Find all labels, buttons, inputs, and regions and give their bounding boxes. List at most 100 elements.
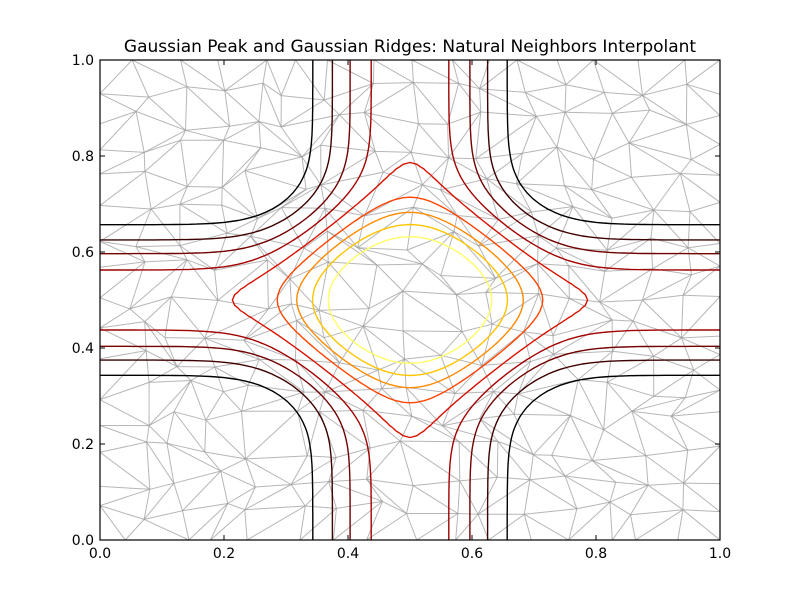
- mesh-edge: [217, 259, 268, 301]
- mesh-edge: [457, 513, 479, 515]
- mesh-edge: [362, 325, 405, 360]
- mesh-edge: [569, 298, 613, 321]
- mesh-edge: [364, 112, 412, 153]
- mesh-edge: [179, 186, 188, 205]
- mesh-edge: [250, 235, 291, 280]
- mesh-edge: [683, 482, 720, 512]
- mesh-edge: [440, 331, 463, 356]
- mesh-edge: [689, 211, 720, 244]
- mesh-edge: [529, 479, 578, 510]
- mesh-edge: [564, 112, 595, 160]
- mesh-edge: [680, 173, 720, 176]
- mesh-edge: [611, 209, 654, 219]
- mesh-edge: [421, 231, 455, 265]
- mesh-edge: [129, 308, 146, 322]
- mesh-edge: [100, 111, 137, 151]
- mesh-edge: [603, 410, 633, 431]
- mesh-edge: [250, 235, 305, 249]
- mesh-edge: [591, 429, 605, 461]
- mesh-edge: [630, 514, 636, 540]
- mesh-edge: [591, 460, 617, 483]
- y-tick-label: 1.0: [72, 53, 94, 69]
- mesh-edge: [364, 172, 384, 216]
- mesh-edge: [479, 88, 482, 113]
- mesh-edge: [376, 264, 404, 292]
- mesh-edge: [631, 397, 686, 412]
- mesh-edge: [327, 230, 378, 266]
- mesh-edge: [683, 450, 689, 484]
- mesh-edge: [223, 139, 261, 149]
- mesh-edge: [291, 481, 329, 485]
- mesh-edge: [151, 203, 180, 210]
- mesh-edge: [324, 207, 359, 249]
- mesh-edge: [381, 388, 413, 417]
- mesh-edge: [568, 501, 611, 540]
- mesh-edge: [691, 159, 720, 176]
- mesh-edge: [402, 290, 463, 333]
- mesh-edge: [223, 391, 242, 412]
- mesh-edge: [258, 121, 262, 148]
- mesh-edge: [687, 247, 720, 267]
- mesh-edge: [299, 505, 306, 540]
- mesh-edge: [144, 296, 172, 322]
- mesh-edge: [523, 331, 554, 355]
- mesh-edge: [214, 259, 268, 271]
- mesh-edge: [410, 152, 423, 185]
- mesh-edge: [517, 379, 579, 395]
- mesh-edge: [214, 366, 249, 386]
- mesh-edge: [609, 501, 631, 516]
- mesh-edge: [148, 425, 168, 444]
- mesh-edge: [609, 502, 613, 540]
- mesh-edge: [516, 183, 532, 213]
- mesh-edge: [485, 263, 538, 293]
- mesh-edge: [606, 381, 633, 412]
- mesh-edge: [243, 308, 269, 341]
- mesh-edge: [440, 354, 482, 366]
- mesh-edge: [599, 271, 606, 303]
- mesh-edge: [533, 454, 552, 456]
- mesh-edge: [205, 419, 246, 460]
- mesh-edge: [223, 384, 249, 393]
- mesh-edge: [628, 109, 651, 144]
- mesh-edge: [599, 301, 634, 322]
- mesh-edge: [523, 514, 532, 540]
- mesh-edge: [131, 60, 150, 98]
- mesh-edge: [632, 299, 643, 322]
- mesh-edge: [241, 411, 247, 459]
- mesh-edge: [645, 449, 688, 457]
- mesh-edge: [683, 482, 720, 485]
- mesh-edge: [268, 303, 292, 310]
- mesh-edge: [516, 146, 558, 185]
- mesh-edge: [328, 478, 367, 483]
- mesh-edge: [555, 206, 574, 249]
- mesh-edge: [537, 247, 557, 265]
- mesh-edge: [289, 278, 292, 304]
- mesh-edge: [479, 60, 518, 90]
- mesh-edge: [565, 84, 605, 93]
- mesh-edge: [413, 82, 448, 125]
- mesh-edge: [143, 518, 190, 540]
- mesh-edge: [179, 203, 228, 234]
- mesh-edge: [491, 293, 540, 325]
- mesh-edge: [453, 231, 479, 247]
- mesh-edge: [164, 337, 178, 367]
- mesh-edge: [245, 455, 308, 460]
- mesh-edge: [653, 173, 681, 211]
- mesh-edge: [524, 91, 566, 113]
- mesh-edge: [245, 458, 256, 488]
- mesh-edge: [404, 359, 407, 388]
- mesh-edge: [486, 178, 517, 185]
- mesh-edge: [670, 415, 689, 451]
- mesh-edge: [262, 82, 282, 97]
- mesh-edge: [631, 395, 655, 412]
- mesh-edge: [100, 297, 130, 310]
- mesh-edge: [680, 159, 692, 174]
- mesh-edge: [289, 278, 320, 311]
- mesh-edge: [411, 60, 414, 83]
- mesh-edge: [179, 203, 222, 206]
- mesh-edge: [100, 505, 126, 540]
- mesh-edge: [682, 265, 720, 296]
- mesh-edge: [538, 235, 557, 249]
- mesh-edge: [516, 183, 574, 208]
- mesh-edge: [373, 60, 414, 84]
